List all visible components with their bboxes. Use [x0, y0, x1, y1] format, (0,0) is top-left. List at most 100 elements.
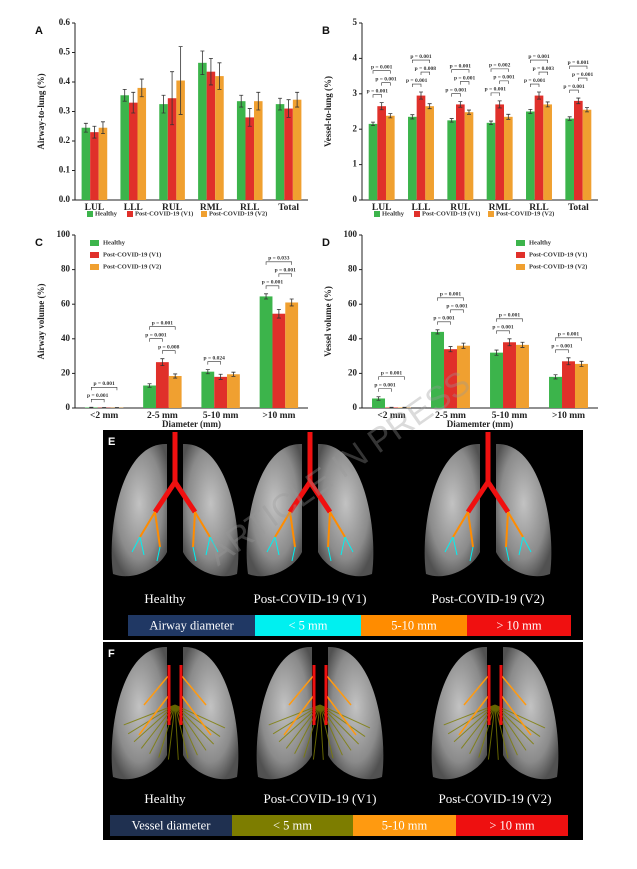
- bar: [447, 120, 456, 200]
- bar: [575, 364, 588, 408]
- y-tick-label: 2: [353, 123, 358, 133]
- bar: [207, 72, 216, 200]
- legend-label: Healthy: [529, 239, 552, 246]
- bar: [465, 112, 474, 200]
- p-value: p = 0.001: [275, 268, 297, 274]
- bar: [272, 314, 285, 408]
- bar: [138, 88, 147, 200]
- y-tick-label: 0.5: [59, 47, 71, 57]
- p-value: p = 0.008: [415, 66, 437, 72]
- p-value: p = 0.001: [262, 280, 284, 286]
- legend-title: Vessel diameter: [132, 818, 212, 832]
- p-value: p = 0.001: [568, 60, 590, 66]
- bar: [120, 95, 129, 200]
- bar: [456, 104, 465, 200]
- legend-label: Post-COVID-19 (V2): [529, 263, 587, 270]
- p-value: p = 0.001: [152, 320, 174, 326]
- y-tick-label: 40: [348, 333, 358, 343]
- panel-label: D: [322, 237, 330, 249]
- p-value: p = 0.001: [454, 75, 476, 81]
- legend-label: Post-COVID-19 (V2): [209, 210, 267, 217]
- legend-label: > 10 mm: [496, 618, 542, 632]
- y-tick-label: 0.6: [59, 17, 71, 27]
- panel-label: A: [35, 25, 43, 37]
- x-tick-label: Total: [278, 203, 299, 213]
- legend-swatch: [90, 240, 99, 246]
- caption: Post-COVID-19 (V2): [431, 591, 544, 606]
- bar: [495, 104, 504, 200]
- legend-label: Healthy: [103, 239, 126, 246]
- legend-swatch: [374, 211, 380, 217]
- x-tick-label: >10 mm: [552, 411, 585, 421]
- p-value: p = 0.001: [551, 344, 573, 350]
- x-tick-label: 5-10 mm: [492, 411, 528, 421]
- y-tick-label: 80: [348, 264, 358, 274]
- legend-swatch: [414, 211, 420, 217]
- y-tick-label: 0: [353, 402, 358, 412]
- x-tick-label: <2 mm: [90, 411, 118, 421]
- p-value: p = 0.001: [367, 88, 389, 94]
- legend-label: < 5 mm: [289, 618, 328, 632]
- legend-swatch: [516, 240, 525, 246]
- bar: [487, 123, 496, 200]
- y-axis-label: Airway-to-lung (%): [36, 73, 46, 149]
- caption: Healthy: [144, 791, 186, 806]
- legend-label: Post-COVID-19 (V2): [103, 263, 161, 270]
- legend-label: Post-COVID-19 (V1): [422, 210, 480, 217]
- p-value: p = 0.001: [485, 87, 507, 93]
- bar: [156, 362, 169, 408]
- bar: [293, 100, 302, 200]
- y-tick-label: 0.1: [59, 165, 71, 175]
- x-tick-label: 5-10 mm: [203, 411, 239, 421]
- legend-label: Healthy: [382, 210, 405, 217]
- y-tick-label: 0: [66, 402, 71, 412]
- p-value: p = 0.033: [268, 256, 290, 262]
- legend-swatch: [201, 211, 207, 217]
- bar: [543, 104, 552, 200]
- panel-label: F: [108, 648, 115, 660]
- legend-label: Healthy: [95, 210, 118, 217]
- bar: [201, 372, 214, 408]
- bar: [215, 76, 224, 200]
- p-value: p = 0.001: [558, 332, 580, 338]
- bar: [408, 117, 417, 200]
- y-tick-label: 0: [353, 194, 358, 204]
- y-tick-label: 100: [344, 229, 358, 239]
- p-value: p = 0.001: [499, 313, 521, 319]
- y-tick-label: 60: [348, 298, 358, 308]
- legend-label: Post-COVID-19 (V1): [529, 251, 587, 258]
- p-value: p = 0.001: [450, 63, 472, 69]
- bar: [254, 101, 263, 200]
- legend-swatch: [516, 252, 525, 258]
- x-tick-label: Total: [568, 203, 589, 213]
- legend-label: 5-10 mm: [391, 618, 437, 632]
- bar: [369, 124, 378, 200]
- p-value: p = 0.001: [524, 78, 546, 84]
- p-value: p = 0.001: [492, 325, 514, 331]
- panel-label: E: [108, 436, 115, 448]
- p-value: p = 0.003: [533, 66, 555, 72]
- bar: [214, 377, 227, 408]
- legend-swatch: [516, 264, 525, 270]
- bar: [562, 361, 575, 408]
- p-value: p = 0.001: [371, 64, 393, 70]
- y-tick-label: 0.3: [59, 106, 71, 116]
- legend-label: 5-10 mm: [382, 818, 428, 832]
- bar: [504, 117, 513, 200]
- bar: [490, 353, 503, 408]
- legend-label: Post-COVID-19 (V1): [103, 251, 161, 258]
- bar: [284, 109, 293, 200]
- bar: [99, 128, 108, 200]
- bar: [526, 112, 535, 201]
- caption: Post-COVID-19 (V2): [438, 791, 551, 806]
- y-tick-label: 100: [57, 229, 71, 239]
- p-value: p = 0.001: [374, 383, 396, 389]
- bar: [143, 386, 156, 408]
- panel-label: C: [35, 237, 43, 249]
- bar: [90, 132, 99, 200]
- bar: [159, 104, 168, 200]
- bar: [198, 63, 207, 200]
- bar: [237, 101, 246, 200]
